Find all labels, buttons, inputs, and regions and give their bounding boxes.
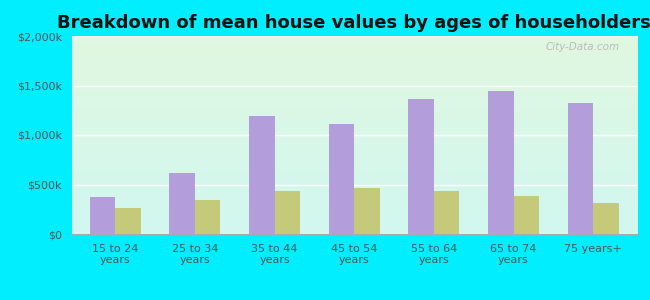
Bar [408, 99, 434, 234]
Bar [567, 103, 593, 234]
Bar [329, 124, 354, 234]
Title: Breakdown of mean house values by ages of householders: Breakdown of mean house values by ages o… [57, 14, 650, 32]
Bar [195, 200, 220, 234]
Bar [593, 203, 619, 234]
Bar [170, 172, 195, 234]
Bar [115, 208, 141, 234]
Bar [434, 191, 460, 234]
Bar [488, 91, 514, 234]
Bar [274, 191, 300, 234]
Text: City-Data.com: City-Data.com [546, 42, 620, 52]
Bar [90, 197, 115, 234]
Bar [514, 196, 539, 234]
Bar [354, 188, 380, 234]
Bar [249, 116, 274, 234]
